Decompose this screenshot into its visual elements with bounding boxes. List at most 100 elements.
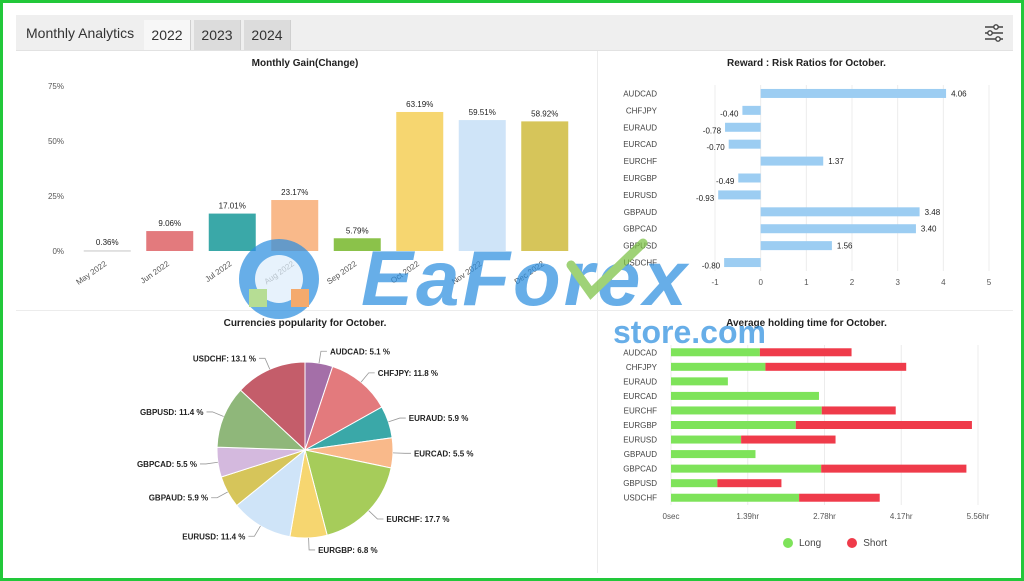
bar-oct-2022 [396, 111, 444, 251]
bar-value-label: 1.56 [837, 242, 853, 251]
bar-eurchf [760, 156, 824, 166]
y-tick-label: EURGBP [623, 174, 657, 183]
y-tick-label: EURAUD [623, 123, 657, 132]
pie-slice-eurusd [236, 448, 306, 538]
bar-usdchf [724, 258, 761, 268]
bar-long-eurcad [671, 391, 819, 400]
legend-item-long[interactable]: Long [783, 535, 821, 551]
bar-value-label: 63.19% [406, 100, 433, 109]
pie-slice-gbpusd [216, 389, 307, 451]
reward-risk-title: Reward : Risk Ratios for October. [727, 58, 886, 69]
y-tick-label: EURCAD [623, 140, 657, 149]
x-tick-label: Dec 2022 [513, 259, 547, 286]
bar-long-eurchf [671, 406, 822, 415]
bar-value-label: 5.79% [346, 226, 369, 235]
bar-value-label: -0.80 [702, 262, 721, 271]
x-tick-label: 5.56hr [967, 512, 990, 521]
holding-time-chart: 0sec 1.39hr 2.78hr 4.17hr 5.56hr AUDCAD CHFJPY… [623, 345, 990, 521]
y-tick-label: GBPAUD [624, 450, 657, 459]
pie-slice-label: EURGBP: 6.8 % [318, 546, 378, 555]
y-tick-label: USDCHF [624, 494, 657, 503]
pie-slice-label: GBPCAD: 5.5 % [137, 460, 197, 469]
bar-value-label: 1.37 [828, 157, 844, 166]
legend-dot-short [847, 538, 858, 548]
top-bar: Monthly Analytics 2022 2023 2024 [16, 15, 1013, 51]
legend-dot-long [783, 538, 793, 548]
y-tick-label: GBPCAD [623, 225, 657, 234]
y-tick-label: GBPCAD [623, 465, 657, 474]
pie-label-connector [206, 411, 224, 417]
pie-slice-eurchf [304, 449, 392, 536]
x-tick-label: 0 [758, 278, 763, 287]
bar-short-gbpusd [717, 479, 782, 488]
x-tick-label: 3 [895, 278, 900, 287]
bar-short-usdchf [799, 493, 880, 502]
bar-value-label: 17.01% [219, 202, 246, 211]
pie-label-connector [360, 372, 375, 383]
pie-label-connector [259, 357, 271, 370]
tab-2024[interactable]: 2024 [244, 20, 291, 50]
holding-time-panel: Average holding time for October. 0sec 1.… [600, 313, 1013, 571]
y-tick-label: EURUSD [623, 436, 657, 445]
bar-short-gbpcad [821, 464, 967, 473]
page-title: Monthly Analytics [26, 25, 135, 41]
pie-label-connector [211, 491, 228, 499]
x-tick-label: Jun 2022 [139, 259, 172, 286]
pie-label-connector [388, 417, 406, 423]
bar-euraud [725, 122, 761, 132]
tab-2023[interactable]: 2023 [194, 20, 241, 50]
bar-short-audcad [759, 348, 852, 357]
currency-popularity-title: Currencies popularity for October. [223, 318, 387, 329]
bar-value-label: 58.92% [531, 109, 558, 118]
bar-eurgbp [738, 173, 761, 183]
bar-long-eurusd [671, 435, 742, 444]
bar-value-label: 23.17% [281, 188, 308, 197]
bar-gbpaud [760, 207, 920, 217]
monthly-gain-chart: 0% 25% 50% 75% 0.36% May 2022 9.06% Jun 2022 17.… [48, 82, 569, 287]
x-tick-label: 1.39hr [736, 512, 759, 521]
pie-slice-chfjpy [304, 365, 383, 452]
y-tick-label: 25% [48, 192, 64, 201]
bar-short-eurusd [741, 435, 836, 444]
panel-divider-vertical [597, 51, 598, 573]
x-tick-label: 4.17hr [890, 512, 913, 521]
bar-dec-2022 [521, 121, 569, 251]
bar-long-euraud [671, 377, 728, 386]
y-tick-label: EURCHF [624, 406, 657, 415]
bar-value-label: 59.51% [469, 108, 496, 117]
x-tick-label: Jul 2022 [203, 259, 233, 284]
x-tick-label: Sep 2022 [325, 259, 359, 286]
y-tick-label: 75% [48, 82, 64, 91]
bar-value-label: -0.70 [706, 143, 725, 152]
bar-jun-2022 [146, 231, 194, 251]
y-tick-label: USDCHF [624, 259, 657, 268]
bar-eurusd [718, 190, 761, 200]
x-tick-label: 2.78hr [813, 512, 836, 521]
filter-button[interactable] [983, 22, 1005, 44]
bar-value-label: 9.06% [158, 219, 181, 228]
bar-long-eurgbp [671, 421, 796, 429]
y-tick-label: AUDCAD [623, 348, 657, 357]
y-tick-label: 0% [52, 247, 64, 256]
legend-item-short[interactable]: Short [847, 535, 887, 551]
pie-label-connector [368, 510, 384, 520]
pie-slice-label: EURAUD: 5.9 % [409, 414, 469, 423]
holding-time-title: Average holding time for October. [726, 318, 887, 329]
y-tick-label: CHFJPY [626, 363, 658, 372]
x-tick-label: 1 [804, 278, 809, 287]
y-tick-label: GBPAUD [624, 208, 657, 217]
bar-long-audcad [671, 348, 760, 357]
y-tick-label: GBPUSD [623, 242, 657, 251]
bar-short-eurgbp [795, 421, 972, 429]
bar-sep-2022 [333, 238, 381, 251]
tab-2022[interactable]: 2022 [144, 20, 191, 50]
sliders-icon [985, 24, 1003, 42]
pie-slice-label: GBPUSD: 11.4 % [140, 408, 204, 417]
bar-nov-2022 [458, 120, 506, 251]
pie-slice-label: EURCHF: 17.7 % [386, 515, 449, 524]
bar-aug-2022 [271, 200, 319, 251]
pie-slice-label: CHFJPY: 11.8 % [378, 369, 438, 378]
pie-slice-label: EURUSD: 11.4 % [182, 532, 245, 541]
pie-slice-label: GBPAUD: 5.9 % [149, 494, 208, 503]
bar-eurcad [728, 139, 761, 149]
